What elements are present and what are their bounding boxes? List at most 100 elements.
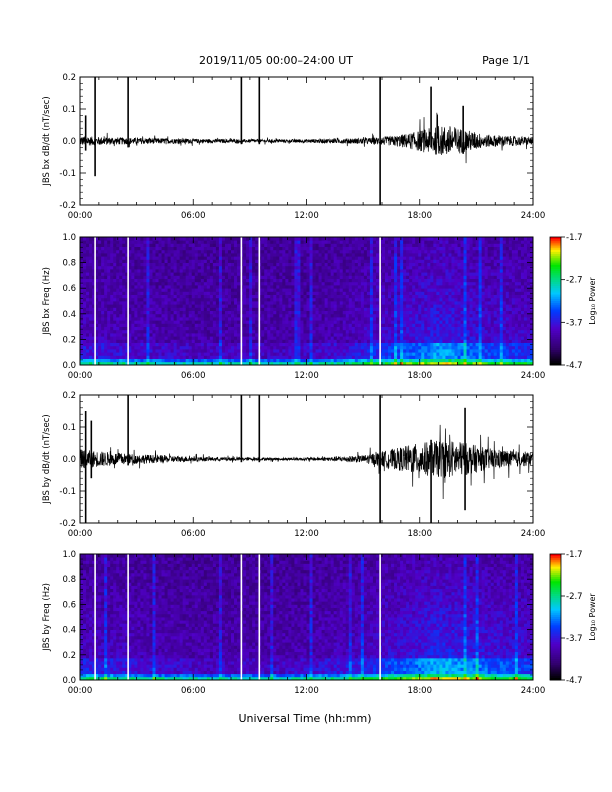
spectrogram-cell xyxy=(270,237,274,241)
spectrogram-cell xyxy=(294,352,298,356)
spectrogram-cell xyxy=(285,345,289,350)
spectrogram-cell xyxy=(137,291,141,295)
spectrogram-cell xyxy=(412,278,416,283)
spectrogram-cell xyxy=(92,361,96,366)
spectrogram-cell xyxy=(246,358,250,363)
spectrogram-cell xyxy=(333,320,338,324)
spectrogram-cell xyxy=(167,336,171,340)
spectrogram-cell xyxy=(188,297,193,302)
spectrogram-cell xyxy=(363,329,368,334)
spectrogram-cell xyxy=(104,291,108,295)
spectrogram-cell xyxy=(227,304,232,308)
spectrogram-cell xyxy=(394,265,398,270)
spectrogram-cell xyxy=(173,304,178,308)
spectrogram-cell xyxy=(276,352,280,356)
spectrogram-cell xyxy=(252,249,256,254)
spectrogram-cell xyxy=(224,246,229,251)
spectrogram-cell xyxy=(285,317,289,321)
spectrogram-cell xyxy=(116,320,120,324)
spectrogram-cell xyxy=(116,249,120,254)
spectrogram-cell xyxy=(194,240,199,244)
spectrogram-cell xyxy=(200,320,205,324)
spectrogram-cell xyxy=(439,281,443,286)
spectrogram-cell xyxy=(285,237,289,241)
spectrogram-cell xyxy=(218,329,223,334)
spectrogram-cell xyxy=(351,249,356,254)
spectrogram-cell xyxy=(394,361,398,366)
spectrogram-cell xyxy=(176,345,181,350)
spectrogram-cell xyxy=(273,253,277,257)
spectrogram-cell xyxy=(297,246,301,251)
spectrogram-cell xyxy=(430,237,434,241)
spectrogram-cell xyxy=(375,307,380,311)
spectrogram-cell xyxy=(221,320,226,324)
spectrogram-cell xyxy=(221,333,226,337)
spectrogram-cell xyxy=(276,342,280,347)
spectrogram-cell xyxy=(300,253,304,257)
spectrogram-cell xyxy=(176,262,181,267)
spectrogram-cell xyxy=(445,342,449,347)
spectrogram-cell xyxy=(194,288,199,292)
spectrogram-cell xyxy=(152,317,156,321)
spectrogram-cell xyxy=(237,304,241,308)
spectrogram-cell xyxy=(282,281,286,286)
spectrogram-cell xyxy=(418,278,422,283)
spectrogram-cell xyxy=(345,326,350,331)
spectrogram-cell xyxy=(421,288,425,292)
spectrogram-cell xyxy=(218,265,223,270)
spectrogram-cell xyxy=(397,269,401,273)
spectrogram-cell xyxy=(122,237,126,241)
spectrogram-cell xyxy=(107,310,111,315)
spectrogram-cell xyxy=(146,301,150,305)
spectrogram-cell xyxy=(385,294,389,299)
spectrogram-cell xyxy=(273,355,277,359)
spectrogram-cell xyxy=(297,317,301,321)
spectrogram-cell xyxy=(282,259,286,263)
spectrogram-cell xyxy=(107,333,111,337)
spectrogram-cell xyxy=(197,326,202,331)
spectrogram-cell xyxy=(385,272,389,276)
spectrogram-cell xyxy=(318,339,322,343)
spectrogram-cell xyxy=(375,278,380,283)
spectrogram-cell xyxy=(158,333,162,337)
spectrogram-cell xyxy=(357,304,362,308)
spectrogram-cell xyxy=(231,307,235,311)
spectrogram-cell xyxy=(221,253,226,257)
spectrogram-cell xyxy=(382,243,386,247)
spectrogram-cell xyxy=(372,275,377,279)
spectrogram-cell xyxy=(176,285,181,289)
spectrogram-cell xyxy=(324,320,329,324)
spectrogram-cell xyxy=(409,265,413,270)
spectrogram-cell xyxy=(234,275,238,279)
spectrogram-cell xyxy=(309,272,313,276)
spectrogram-cell xyxy=(155,313,159,318)
spectrogram-cell xyxy=(122,294,126,299)
spectrogram-cell xyxy=(285,339,289,343)
spectrogram-cell xyxy=(140,349,144,353)
spectrogram-cell xyxy=(415,243,419,247)
spectrogram-cell xyxy=(372,342,377,347)
spectrogram-cell xyxy=(366,269,371,273)
spectrogram-cell xyxy=(176,297,181,302)
spectrogram-cell xyxy=(369,304,374,308)
spectrogram-cell xyxy=(83,320,87,324)
spectrogram-cell xyxy=(321,310,326,315)
spectrogram-cell xyxy=(363,342,368,347)
spectrogram-cell xyxy=(285,326,289,331)
spectrogram-cell xyxy=(439,323,443,327)
spectrogram-cell xyxy=(436,342,440,347)
spectrogram-cell xyxy=(155,294,159,299)
spectrogram-cell xyxy=(318,281,322,286)
spectrogram-cell xyxy=(336,246,341,251)
spectrogram-cell xyxy=(170,317,175,321)
spectrogram-cell xyxy=(237,253,241,257)
spectrogram-cell xyxy=(297,326,301,331)
spectrogram-cell xyxy=(427,333,431,337)
spectrogram-cell xyxy=(227,259,232,263)
spectrogram-cell xyxy=(125,304,129,308)
spectrogram-cell xyxy=(173,313,178,318)
spectrogram-cell xyxy=(330,294,335,299)
spectrogram-cell xyxy=(415,253,419,257)
spectrogram-cell xyxy=(403,304,407,308)
spectrogram-cell xyxy=(354,349,359,353)
